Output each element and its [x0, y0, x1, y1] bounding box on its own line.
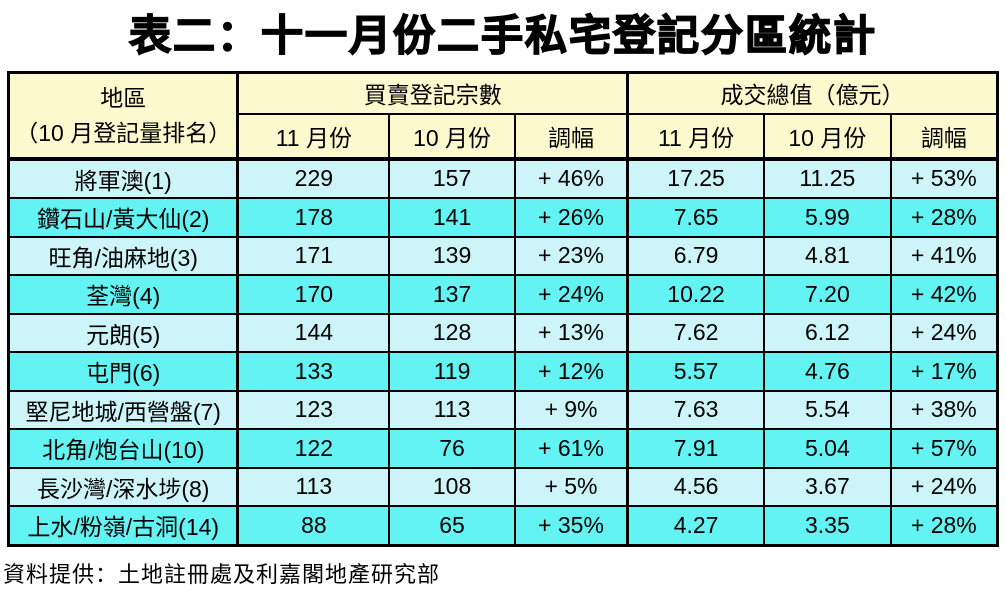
- count-oct-cell: 119: [388, 351, 516, 392]
- value-oct-cell: 4.81: [763, 235, 892, 277]
- value-change-cell: + 28%: [889, 197, 999, 238]
- district-cell: 長沙灣/深水埗(8): [7, 466, 239, 508]
- count-change-cell: + 13%: [513, 312, 629, 354]
- value-change-cell: + 42%: [889, 274, 999, 315]
- table-row: 北角/炮台山(10) 122 76 + 61% 7.91 5.04 + 57%: [7, 428, 999, 469]
- count-oct-cell: 113: [388, 389, 516, 431]
- district-cell: 屯門(6): [7, 351, 239, 392]
- district-stats-table: 地區 （10 月登記量排名） 買賣登記宗數 成交總值（億元） 11 月份 10 …: [7, 70, 999, 547]
- header-group-row: 地區 （10 月登記量排名） 買賣登記宗數 成交總值（億元）: [7, 71, 999, 161]
- value-oct-cell: 5.04: [763, 428, 892, 469]
- count-nov-cell: 88: [236, 505, 391, 547]
- header-sales-change: 調幅: [513, 112, 629, 161]
- count-change-cell: + 26%: [513, 197, 629, 238]
- value-nov-cell: 7.63: [626, 389, 766, 431]
- value-change-cell: + 17%: [889, 351, 999, 392]
- value-change-cell: + 41%: [889, 235, 999, 277]
- district-cell: 鑽石山/黃大仙(2): [7, 197, 239, 238]
- count-oct-cell: 139: [388, 235, 516, 277]
- count-oct-cell: 128: [388, 312, 516, 354]
- district-cell: 北角/炮台山(10): [7, 428, 239, 469]
- table-row: 旺角/油麻地(3) 171 139 + 23% 6.79 4.81 + 41%: [7, 235, 999, 277]
- count-oct-cell: 108: [388, 466, 516, 508]
- table-row: 屯門(6) 133 119 + 12% 5.57 4.76 + 17%: [7, 351, 999, 392]
- value-nov-cell: 17.25: [626, 157, 766, 200]
- count-oct-cell: 157: [388, 157, 516, 200]
- header-district-rank-note: （10 月登記量排名）: [15, 120, 232, 147]
- header-value-nov: 11 月份: [626, 112, 766, 161]
- value-oct-cell: 4.76: [763, 351, 892, 392]
- district-cell: 旺角/油麻地(3): [7, 235, 239, 277]
- header-sales-oct: 10 月份: [388, 112, 516, 161]
- count-oct-cell: 65: [388, 505, 516, 547]
- count-nov-cell: 123: [236, 389, 391, 431]
- value-nov-cell: 7.62: [626, 312, 766, 354]
- header-value-oct: 10 月份: [763, 112, 892, 161]
- header-sales-count-group: 買賣登記宗數: [236, 71, 629, 115]
- value-nov-cell: 4.56: [626, 466, 766, 508]
- header-transaction-value-group: 成交總值（億元）: [626, 71, 999, 115]
- header-value-change: 調幅: [889, 112, 999, 161]
- value-nov-cell: 7.91: [626, 428, 766, 469]
- count-nov-cell: 113: [236, 466, 391, 508]
- table-row: 將軍澳(1) 229 157 + 46% 17.25 11.25 + 53%: [7, 157, 999, 200]
- data-source-note: 資料提供：土地註冊處及利嘉閣地產研究部: [3, 561, 441, 587]
- table-row: 長沙灣/深水埗(8) 113 108 + 5% 4.56 3.67 + 24%: [7, 466, 999, 508]
- count-oct-cell: 76: [388, 428, 516, 469]
- value-oct-cell: 11.25: [763, 157, 892, 200]
- value-oct-cell: 5.99: [763, 197, 892, 238]
- value-nov-cell: 5.57: [626, 351, 766, 392]
- value-change-cell: + 24%: [889, 466, 999, 508]
- value-oct-cell: 7.20: [763, 274, 892, 315]
- count-change-cell: + 9%: [513, 389, 629, 431]
- count-change-cell: + 23%: [513, 235, 629, 277]
- count-change-cell: + 5%: [513, 466, 629, 508]
- table-row: 鑽石山/黃大仙(2) 178 141 + 26% 7.65 5.99 + 28%: [7, 197, 999, 238]
- count-oct-cell: 137: [388, 274, 516, 315]
- count-change-cell: + 35%: [513, 505, 629, 547]
- count-nov-cell: 170: [236, 274, 391, 315]
- value-change-cell: + 53%: [889, 157, 999, 200]
- count-nov-cell: 122: [236, 428, 391, 469]
- table-row: 堅尼地城/西營盤(7) 123 113 + 9% 7.63 5.54 + 38%: [7, 389, 999, 431]
- table-row: 元朗(5) 144 128 + 13% 7.62 6.12 + 24%: [7, 312, 999, 354]
- header-sales-nov: 11 月份: [236, 112, 391, 161]
- count-nov-cell: 229: [236, 157, 391, 200]
- count-change-cell: + 24%: [513, 274, 629, 315]
- district-cell: 將軍澳(1): [7, 157, 239, 200]
- value-change-cell: + 24%: [889, 312, 999, 354]
- district-cell: 堅尼地城/西營盤(7): [7, 389, 239, 431]
- count-nov-cell: 178: [236, 197, 391, 238]
- table-row: 上水/粉嶺/古洞(14) 88 65 + 35% 4.27 3.35 + 28%: [7, 505, 999, 547]
- count-change-cell: + 46%: [513, 157, 629, 200]
- header-district: 地區 （10 月登記量排名）: [7, 71, 239, 161]
- table-body: 將軍澳(1) 229 157 + 46% 17.25 11.25 + 53% 鑽…: [7, 157, 999, 547]
- district-cell: 荃灣(4): [7, 274, 239, 315]
- value-nov-cell: 10.22: [626, 274, 766, 315]
- count-oct-cell: 141: [388, 197, 516, 238]
- count-nov-cell: 171: [236, 235, 391, 277]
- value-oct-cell: 6.12: [763, 312, 892, 354]
- value-nov-cell: 6.79: [626, 235, 766, 277]
- value-change-cell: + 38%: [889, 389, 999, 431]
- count-change-cell: + 12%: [513, 351, 629, 392]
- value-nov-cell: 7.65: [626, 197, 766, 238]
- value-oct-cell: 5.54: [763, 389, 892, 431]
- value-nov-cell: 4.27: [626, 505, 766, 547]
- count-nov-cell: 144: [236, 312, 391, 354]
- count-change-cell: + 61%: [513, 428, 629, 469]
- value-change-cell: + 57%: [889, 428, 999, 469]
- header-sub-row: 11 月份 10 月份 調幅 11 月份 10 月份 調幅: [9, 112, 999, 161]
- table-header: 地區 （10 月登記量排名） 買賣登記宗數 成交總值（億元） 11 月份 10 …: [7, 71, 999, 161]
- header-district-label: 地區: [100, 84, 147, 111]
- page-title: 表二：十一月份二手私宅登記分區統計: [128, 11, 877, 59]
- district-cell: 上水/粉嶺/古洞(14): [7, 505, 239, 547]
- value-oct-cell: 3.35: [763, 505, 892, 547]
- value-oct-cell: 3.67: [763, 466, 892, 508]
- count-nov-cell: 133: [236, 351, 391, 392]
- district-cell: 元朗(5): [7, 312, 239, 354]
- table-row: 荃灣(4) 170 137 + 24% 10.22 7.20 + 42%: [7, 274, 999, 315]
- value-change-cell: + 28%: [889, 505, 999, 547]
